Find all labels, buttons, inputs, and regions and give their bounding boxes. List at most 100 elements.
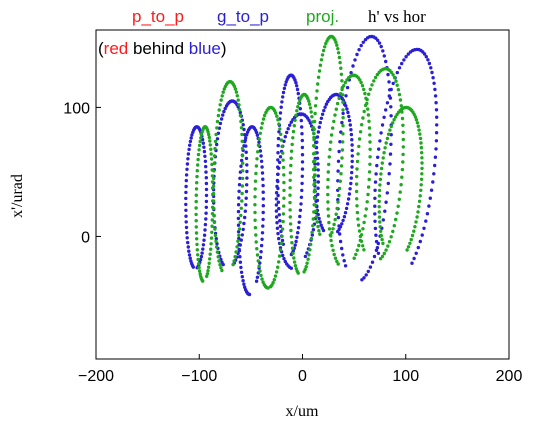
data-point [418, 132, 422, 136]
data-point [340, 156, 344, 160]
data-point [209, 236, 214, 240]
data-point [212, 213, 216, 218]
data-point [329, 140, 333, 144]
data-point [311, 167, 316, 172]
data-point [203, 228, 207, 232]
data-point [373, 212, 377, 216]
data-point [336, 200, 340, 204]
data-point [401, 152, 405, 157]
data-point [272, 278, 276, 282]
data-point [315, 89, 319, 93]
data-point [420, 161, 424, 165]
data-point [316, 186, 320, 190]
data-point [260, 165, 264, 169]
data-point [198, 139, 202, 144]
data-point [312, 183, 316, 187]
data-point [206, 265, 211, 269]
data-point [419, 183, 423, 187]
data-point [277, 213, 281, 217]
data-point [238, 110, 242, 115]
data-point [200, 251, 204, 255]
y-axis-label: x'/urad [9, 174, 26, 218]
data-point [340, 87, 344, 92]
data-point [326, 192, 330, 197]
data-point [377, 205, 381, 209]
data-point [236, 239, 240, 243]
data-point [300, 174, 304, 178]
data-point [408, 241, 412, 245]
data-point [312, 119, 317, 124]
data-point [253, 179, 258, 183]
data-point [316, 180, 320, 184]
data-point [361, 227, 365, 231]
data-point [308, 106, 313, 110]
data-point [242, 127, 246, 132]
data-point [223, 106, 227, 111]
data-point [188, 143, 192, 147]
x-tick-label: 100 [392, 368, 419, 385]
data-point [389, 142, 393, 146]
data-point [416, 210, 420, 214]
data-point [308, 248, 312, 252]
data-point [336, 179, 340, 183]
data-point [317, 69, 322, 73]
data-point [261, 224, 265, 228]
data-point [387, 94, 391, 98]
data-point [290, 246, 295, 250]
data-point [359, 43, 363, 48]
data-point [340, 246, 344, 251]
data-point [283, 83, 287, 87]
data-point [241, 161, 245, 165]
legend-proj: proj. [306, 7, 339, 26]
data-point [210, 230, 214, 234]
data-point [244, 136, 248, 140]
data-point [276, 200, 281, 204]
data-point [285, 130, 289, 135]
data-point [333, 113, 337, 117]
data-point [318, 120, 322, 125]
data-point [253, 210, 257, 215]
data-point [204, 193, 209, 198]
data-point [209, 147, 213, 151]
data-point [317, 125, 321, 129]
data-point [401, 123, 405, 128]
data-point [386, 244, 390, 248]
data-point [242, 282, 246, 286]
data-point [399, 183, 403, 187]
data-point [383, 146, 387, 150]
data-point [239, 270, 244, 274]
data-point [203, 159, 208, 163]
data-point [338, 60, 342, 65]
data-point [420, 233, 424, 237]
data-point [401, 145, 405, 149]
data-point [197, 265, 201, 270]
data-point [349, 128, 353, 132]
data-point [399, 104, 403, 108]
data-point [354, 182, 359, 186]
data-point [300, 132, 304, 136]
data-point [420, 166, 424, 171]
data-point [347, 114, 351, 119]
data-point [350, 138, 354, 142]
data-point [256, 150, 260, 154]
data-point [244, 203, 248, 207]
data-point [410, 233, 415, 238]
data-point [184, 173, 189, 177]
data-point [375, 72, 380, 77]
data-point [388, 152, 393, 156]
data-point [359, 80, 363, 85]
data-point [239, 206, 243, 210]
data-point [300, 153, 305, 157]
data-point [348, 123, 352, 127]
data-point [335, 206, 339, 211]
data-point [203, 222, 208, 227]
data-point [323, 105, 327, 109]
data-point [209, 157, 214, 161]
data-point [234, 90, 239, 94]
data-point [298, 208, 303, 212]
data-point [391, 73, 395, 77]
data-point [387, 172, 391, 176]
data-point [337, 96, 341, 101]
data-point [245, 176, 249, 180]
data-point [291, 129, 296, 134]
